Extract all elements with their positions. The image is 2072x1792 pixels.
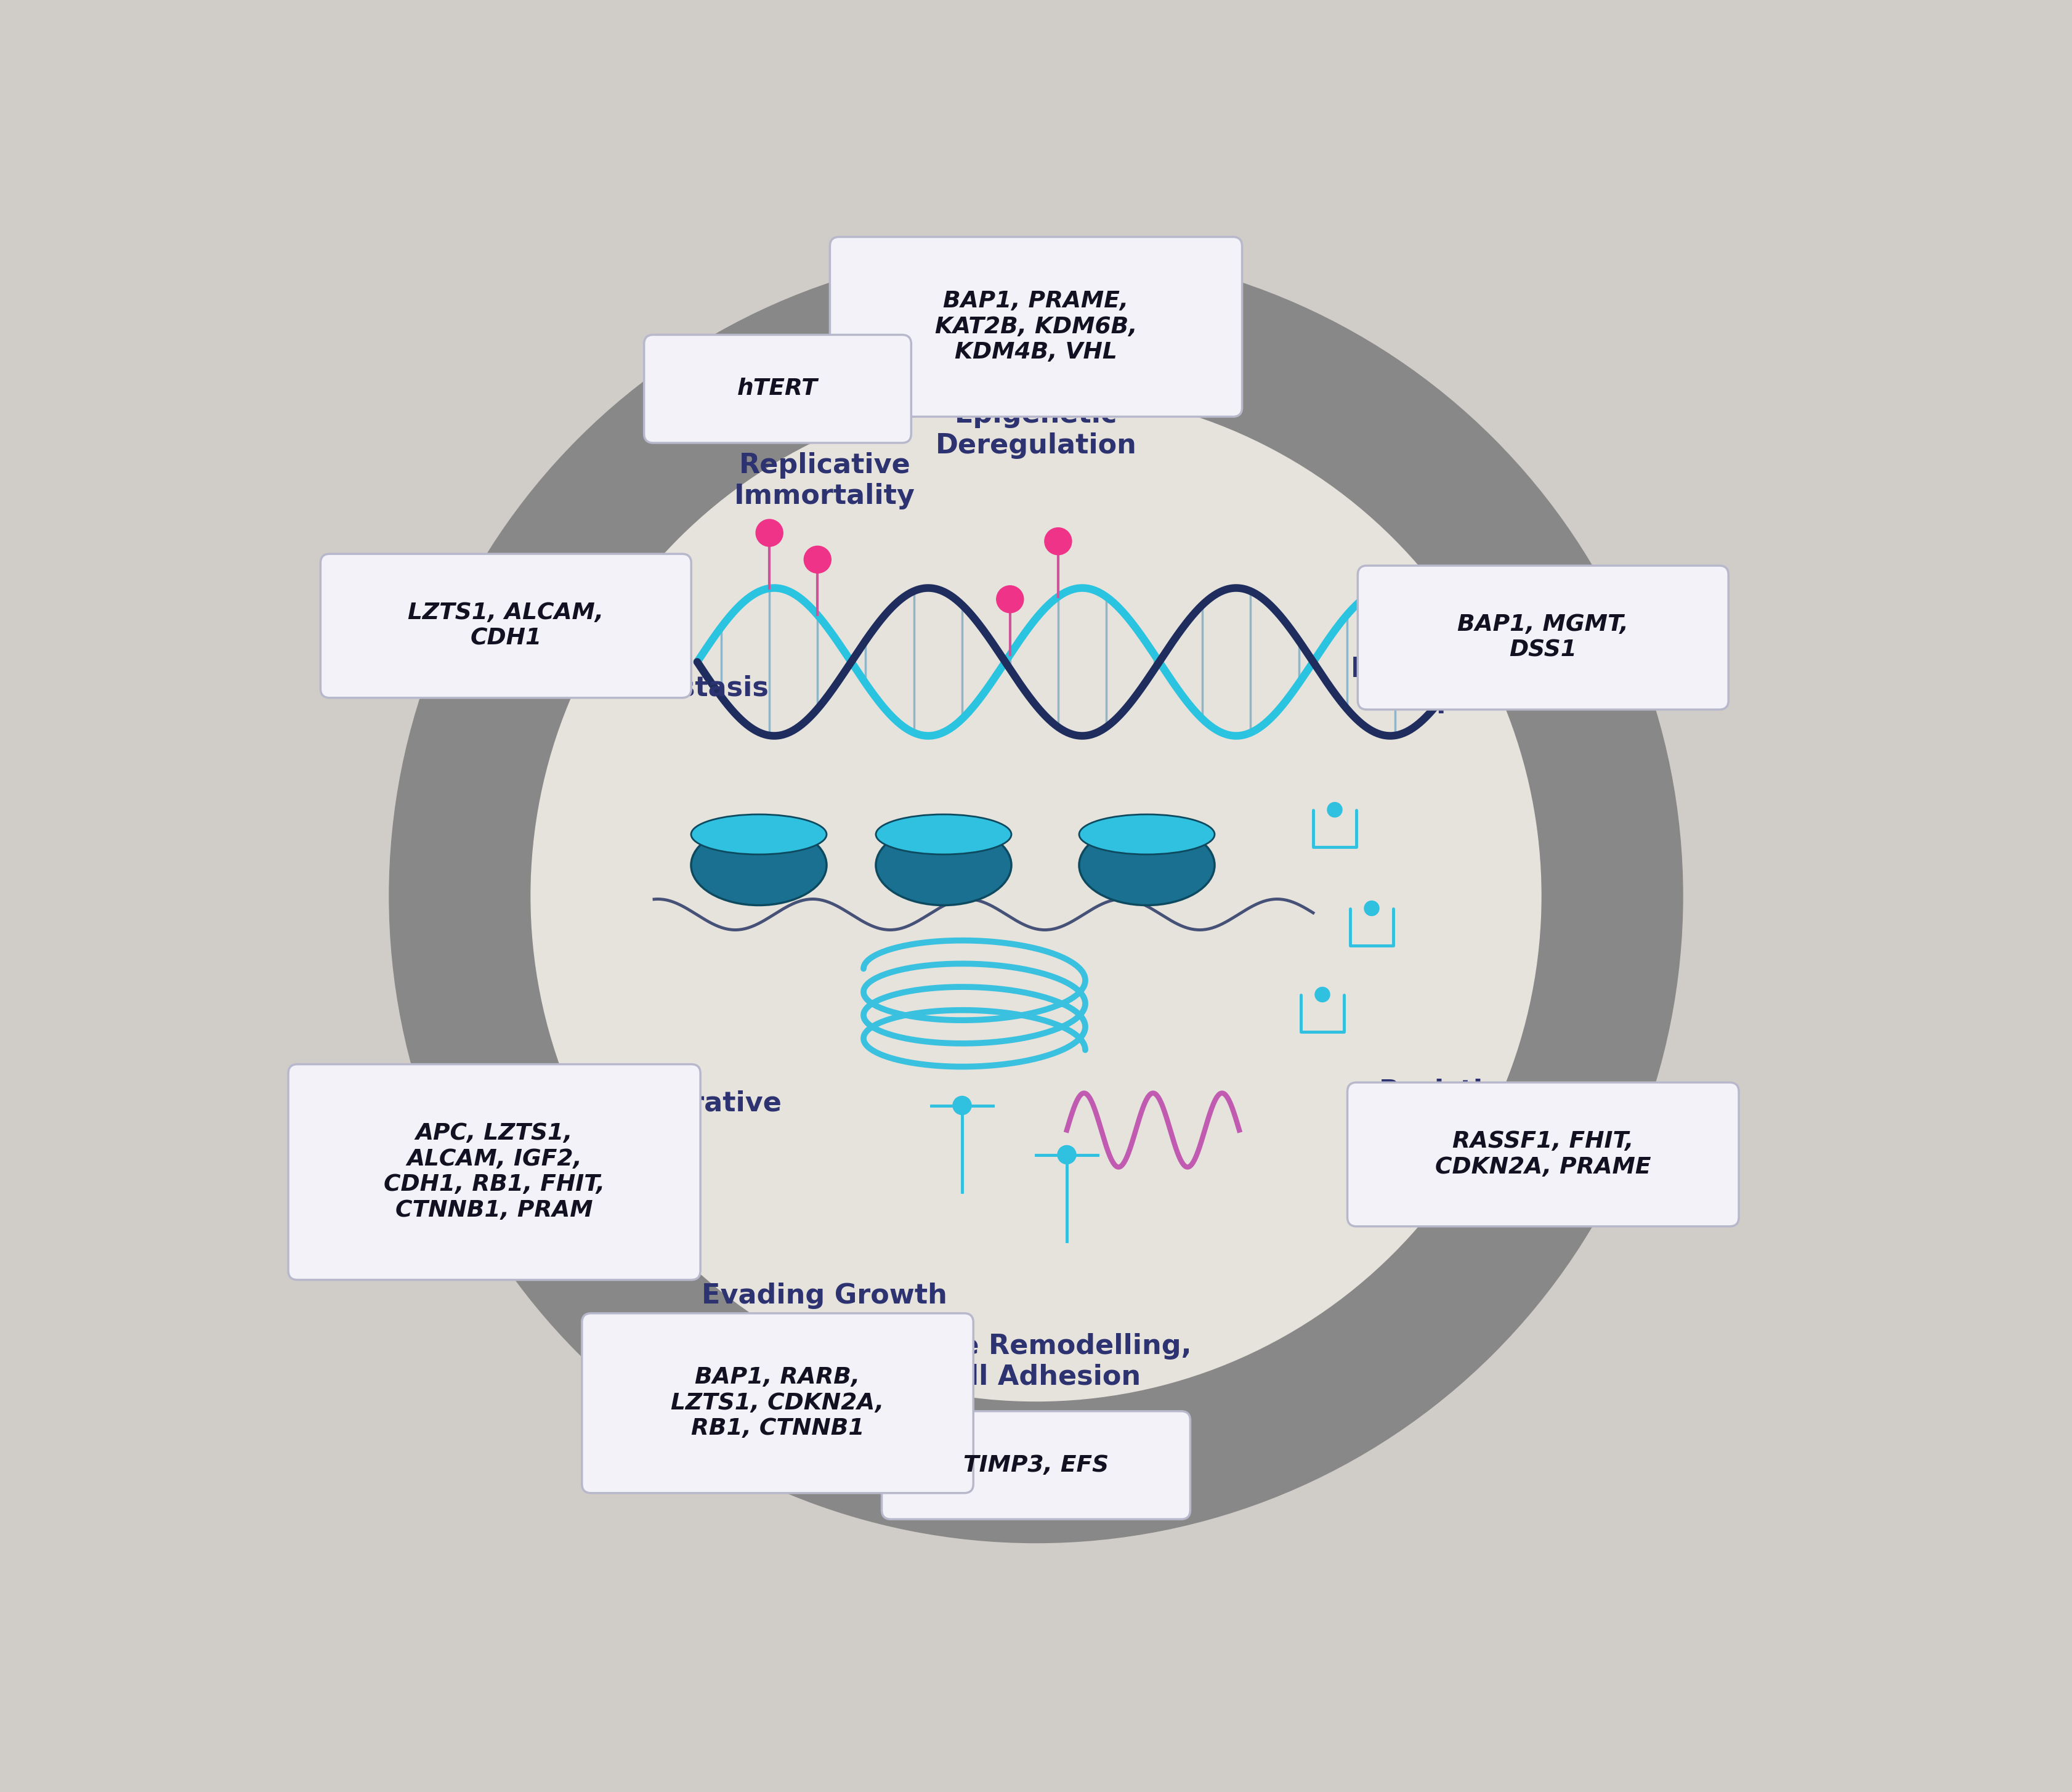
Text: LZTS1, ALCAM,
CDH1: LZTS1, ALCAM, CDH1 <box>408 602 603 650</box>
Text: RASSF1, FHIT,
CDKN2A, PRAME: RASSF1, FHIT, CDKN2A, PRAME <box>1436 1131 1651 1179</box>
Text: APC, LZTS1,
ALCAM, IGF2,
CDH1, RB1, FHIT,
CTNNB1, PRAM: APC, LZTS1, ALCAM, IGF2, CDH1, RB1, FHIT… <box>383 1122 605 1222</box>
Text: Evading Growth
Suppressors: Evading Growth Suppressors <box>702 1283 947 1340</box>
Circle shape <box>1044 527 1071 556</box>
Text: Activating
Invasion & Metastasis: Activating Invasion & Metastasis <box>427 645 769 701</box>
FancyBboxPatch shape <box>1347 1082 1738 1226</box>
Text: TIMP3, EFS: TIMP3, EFS <box>963 1453 1109 1477</box>
Circle shape <box>1057 1145 1075 1165</box>
Text: Tissue Remodelling,
Cell Adhesion: Tissue Remodelling, Cell Adhesion <box>881 1333 1191 1391</box>
Ellipse shape <box>692 824 827 905</box>
FancyBboxPatch shape <box>644 335 912 443</box>
Circle shape <box>953 1097 972 1115</box>
Ellipse shape <box>1080 824 1214 905</box>
FancyBboxPatch shape <box>288 1064 700 1279</box>
Text: BAP1, MGMT,
DSS1: BAP1, MGMT, DSS1 <box>1457 613 1629 661</box>
Circle shape <box>390 249 1682 1543</box>
Circle shape <box>1363 901 1380 916</box>
Text: hTERT: hTERT <box>738 378 818 400</box>
Circle shape <box>804 547 831 573</box>
FancyBboxPatch shape <box>831 237 1241 418</box>
Circle shape <box>1316 987 1330 1002</box>
Circle shape <box>530 391 1542 1401</box>
Circle shape <box>756 520 783 547</box>
Text: Sustaining Proliferative
Signaling: Sustaining Proliferative Signaling <box>414 1091 781 1147</box>
Ellipse shape <box>876 824 1011 905</box>
Circle shape <box>1328 803 1343 817</box>
Text: Resisting
Apoptosis: Resisting Apoptosis <box>1374 1079 1527 1136</box>
FancyBboxPatch shape <box>883 1410 1189 1520</box>
FancyBboxPatch shape <box>321 554 692 697</box>
Text: BAP1, RARB,
LZTS1, CDKN2A,
RB1, CTNNB1: BAP1, RARB, LZTS1, CDKN2A, RB1, CTNNB1 <box>671 1367 885 1441</box>
Text: Replicative
Immortality: Replicative Immortality <box>733 452 916 509</box>
FancyBboxPatch shape <box>1357 566 1728 710</box>
Text: Epigenetic
Deregulation: Epigenetic Deregulation <box>934 401 1138 459</box>
FancyBboxPatch shape <box>582 1314 974 1493</box>
Ellipse shape <box>876 814 1011 855</box>
Text: DNA damage
repair: DNA damage repair <box>1351 656 1550 713</box>
Text: BAP1, PRAME,
KAT2B, KDM6B,
KDM4B, VHL: BAP1, PRAME, KAT2B, KDM6B, KDM4B, VHL <box>934 290 1138 364</box>
Ellipse shape <box>1080 814 1214 855</box>
Circle shape <box>997 586 1024 613</box>
Ellipse shape <box>692 814 827 855</box>
